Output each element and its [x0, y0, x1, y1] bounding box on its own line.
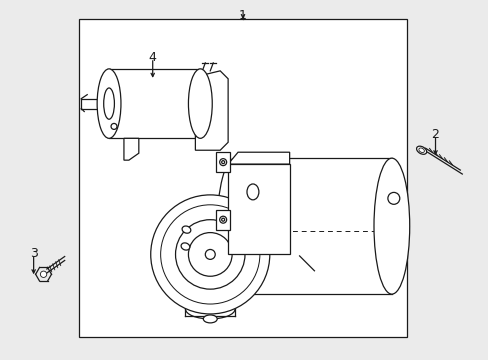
Ellipse shape	[111, 123, 117, 129]
Ellipse shape	[219, 216, 226, 223]
Ellipse shape	[416, 146, 426, 154]
Ellipse shape	[181, 243, 189, 250]
Ellipse shape	[103, 88, 114, 119]
Ellipse shape	[150, 195, 269, 314]
Polygon shape	[228, 164, 289, 255]
Polygon shape	[123, 138, 139, 160]
Text: 5: 5	[181, 210, 189, 223]
Ellipse shape	[221, 161, 224, 164]
Polygon shape	[195, 71, 228, 150]
Text: 1: 1	[239, 9, 246, 22]
Ellipse shape	[175, 220, 244, 289]
Ellipse shape	[161, 205, 259, 304]
Ellipse shape	[219, 159, 226, 166]
Ellipse shape	[203, 315, 217, 323]
Ellipse shape	[41, 271, 47, 278]
Ellipse shape	[182, 226, 190, 233]
Ellipse shape	[205, 249, 215, 260]
Ellipse shape	[188, 69, 212, 138]
Ellipse shape	[246, 184, 258, 200]
Text: 4: 4	[148, 51, 156, 64]
Text: 2: 2	[431, 129, 439, 141]
Ellipse shape	[97, 69, 121, 138]
Ellipse shape	[387, 192, 399, 204]
Ellipse shape	[221, 218, 224, 221]
Bar	[216, 210, 230, 230]
Text: 3: 3	[30, 247, 38, 261]
Ellipse shape	[418, 148, 424, 153]
Ellipse shape	[188, 233, 232, 276]
Ellipse shape	[373, 158, 409, 294]
Polygon shape	[228, 152, 289, 164]
Bar	[216, 152, 230, 172]
Bar	[79, 19, 406, 337]
